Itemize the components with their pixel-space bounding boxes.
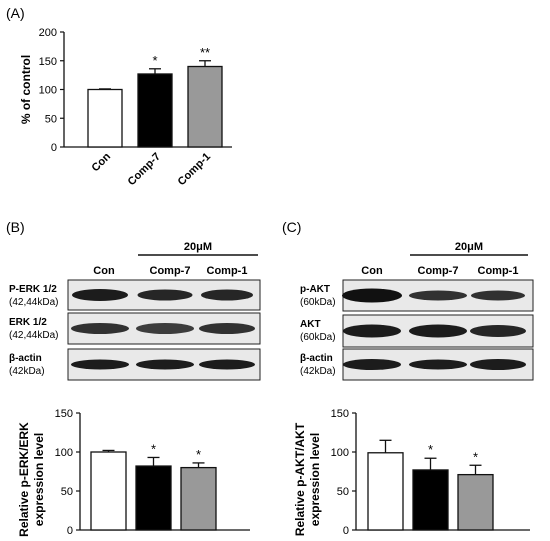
bar-con <box>87 88 123 148</box>
treatment-label: 20μM <box>455 241 483 253</box>
y-tick-label: 50 <box>337 486 349 498</box>
x-tick-label: Con <box>90 150 114 174</box>
blot-band <box>409 359 467 370</box>
y-tick-label: 50 <box>45 113 57 125</box>
significance-marker: * <box>151 441 156 456</box>
panel-label-a: (A) <box>6 5 25 21</box>
blot-row-sublabel: (60kDa) <box>300 332 336 343</box>
panel-label-b: (B) <box>6 219 25 235</box>
blot-row-label: β-actin <box>9 353 42 364</box>
blot-band <box>409 290 467 301</box>
lane-label: Con <box>361 265 383 277</box>
blot-b: 20μM Con Comp-7 Comp-1 P-ERK 1/2 (42,44kDa) ER… <box>9 241 261 381</box>
blot-row-label: β-actin <box>300 353 333 364</box>
blot-row-label: AKT <box>300 319 321 330</box>
blot-band <box>199 323 255 334</box>
bar-comp-7 <box>135 465 172 531</box>
treatment-label: 20μM <box>184 241 212 253</box>
blot-row-label: P-ERK 1/2 <box>9 284 57 295</box>
blot-c: 20μM Con Comp-7 Comp-1 p-AKT (60kDa) AKT (60kDa… <box>300 241 534 381</box>
blot-row-label: ERK 1/2 <box>9 317 47 328</box>
significance-marker: * <box>428 442 433 457</box>
bar-comp-1 <box>187 65 223 148</box>
lane-label: Comp-7 <box>418 265 459 277</box>
y-axis-label: Relative p-AKT/AKT <box>293 422 307 536</box>
blot-row-sublabel: (60kDa) <box>300 297 336 308</box>
blot-band <box>409 324 467 338</box>
y-axis-label: Relative p-ERK/ERK <box>17 422 31 537</box>
y-tick-label: 150 <box>55 408 73 420</box>
bar-con <box>367 452 404 531</box>
panel-label-c: (C) <box>282 219 301 235</box>
bar-con <box>90 451 127 531</box>
blot-row-sublabel: (42kDa) <box>9 366 45 377</box>
y-tick-label: 0 <box>343 525 349 537</box>
significance-marker: * <box>473 449 478 464</box>
significance-marker: ** <box>200 45 210 60</box>
blot-band <box>71 323 129 334</box>
blot-row-sublabel: (42,44kDa) <box>9 330 58 341</box>
y-axis-label: % of control <box>19 55 33 124</box>
significance-marker: * <box>152 53 157 68</box>
y-tick-label: 200 <box>39 27 57 39</box>
blot-band <box>137 289 193 301</box>
blot-band <box>470 359 526 370</box>
blot-row-sublabel: (42,44kDa) <box>9 297 58 308</box>
blot-row-label: p-AKT <box>300 284 330 295</box>
x-tick-label: Comp-1 <box>176 151 213 188</box>
blot-band <box>470 325 526 337</box>
y-tick-label: 0 <box>51 142 57 154</box>
y-tick-label: 150 <box>39 56 57 68</box>
blot-band <box>471 290 525 301</box>
bar-comp-7 <box>137 73 173 148</box>
lane-label: Comp-1 <box>207 265 248 277</box>
bar-comp-1 <box>180 466 217 531</box>
chart-b: 0 50 100 150 Relative p-ERK/ERK expression le… <box>17 408 250 537</box>
y-tick-label: 100 <box>55 447 73 459</box>
blot-band <box>343 324 401 338</box>
blot-band <box>72 289 128 301</box>
lane-label: Comp-7 <box>150 265 191 277</box>
bar-comp-7 <box>412 469 449 531</box>
x-tick-label: Comp-7 <box>126 151 163 188</box>
blot-band <box>136 359 194 370</box>
blot-band <box>71 359 129 370</box>
blot-band <box>342 288 402 303</box>
y-tick-label: 100 <box>331 447 349 459</box>
chart-c: 0 50 100 150 Relative p-AKT/AKT expression le… <box>293 408 530 537</box>
y-tick-label: 100 <box>39 85 57 97</box>
y-tick-label: 150 <box>331 408 349 420</box>
lane-label: Con <box>93 265 115 277</box>
blot-band <box>201 289 253 301</box>
lane-label: Comp-1 <box>478 265 519 277</box>
y-axis-label: expression level <box>32 433 46 526</box>
blot-band <box>136 323 194 334</box>
y-tick-label: 50 <box>61 486 73 498</box>
y-axis-label: expression level <box>308 433 322 526</box>
significance-marker: * <box>196 447 201 462</box>
blot-band <box>199 359 255 370</box>
chart-a: 0 50 100 150 200 % of control Con * Comp-7 ** Comp… <box>19 27 232 188</box>
blot-band <box>343 359 401 370</box>
bar-comp-1 <box>457 473 494 531</box>
y-tick-label: 0 <box>67 525 73 537</box>
blot-row-sublabel: (42kDa) <box>300 366 336 377</box>
